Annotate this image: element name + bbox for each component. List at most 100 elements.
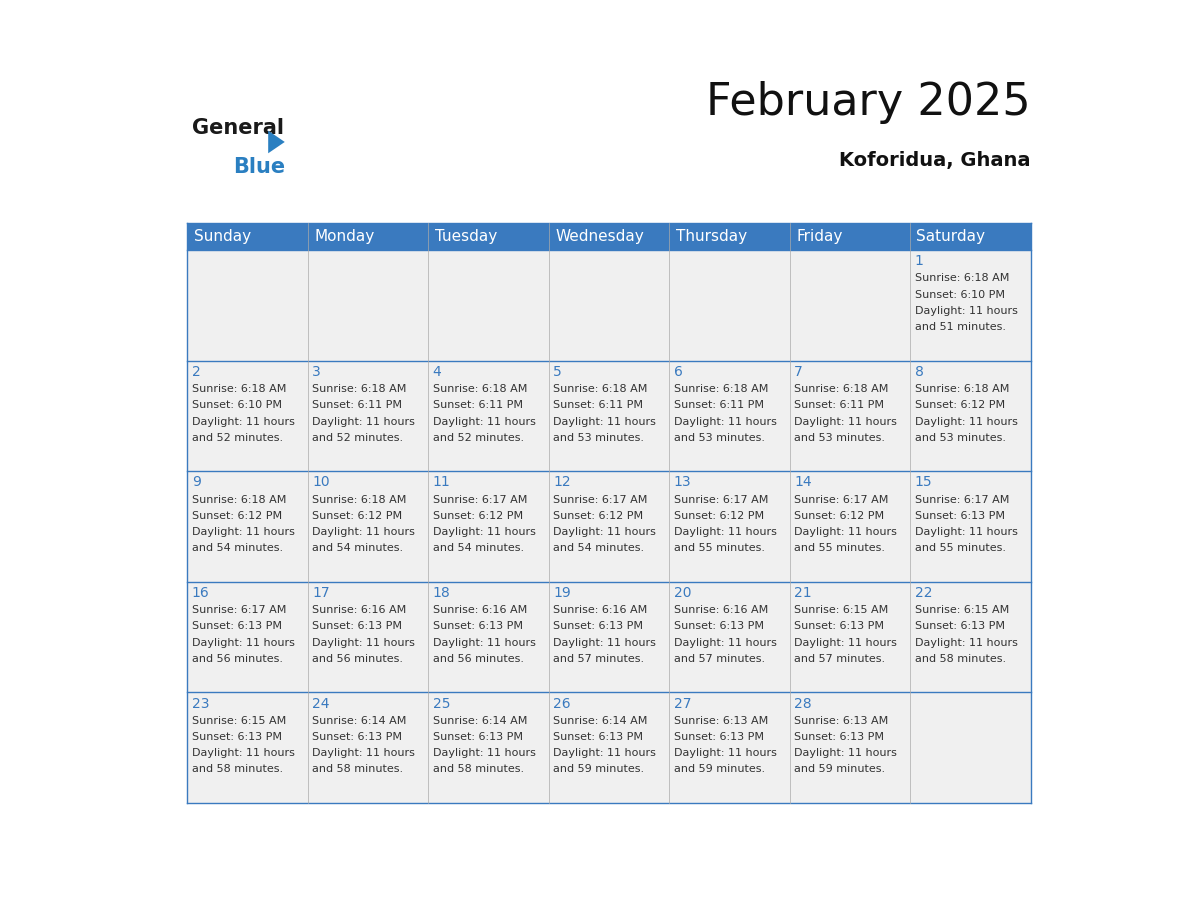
Text: Sunrise: 6:16 AM: Sunrise: 6:16 AM bbox=[554, 605, 647, 615]
Text: 16: 16 bbox=[191, 586, 209, 600]
Text: Sunrise: 6:14 AM: Sunrise: 6:14 AM bbox=[312, 716, 406, 725]
Text: Sunrise: 6:18 AM: Sunrise: 6:18 AM bbox=[674, 384, 769, 394]
Text: 17: 17 bbox=[312, 586, 330, 600]
Bar bbox=[910, 692, 1030, 803]
Bar bbox=[910, 223, 1030, 250]
Bar bbox=[188, 582, 308, 692]
Text: Monday: Monday bbox=[314, 230, 374, 244]
Text: 12: 12 bbox=[554, 476, 571, 489]
Text: Sunrise: 6:17 AM: Sunrise: 6:17 AM bbox=[794, 495, 889, 505]
Bar bbox=[549, 471, 669, 582]
Text: Sunrise: 6:13 AM: Sunrise: 6:13 AM bbox=[794, 716, 889, 725]
Text: and 53 minutes.: and 53 minutes. bbox=[554, 432, 644, 442]
Text: 14: 14 bbox=[794, 476, 811, 489]
Text: and 57 minutes.: and 57 minutes. bbox=[794, 654, 885, 664]
Text: Sunrise: 6:17 AM: Sunrise: 6:17 AM bbox=[674, 495, 769, 505]
Text: Daylight: 11 hours: Daylight: 11 hours bbox=[674, 638, 777, 647]
Text: and 56 minutes.: and 56 minutes. bbox=[191, 654, 283, 664]
Text: Sunrise: 6:17 AM: Sunrise: 6:17 AM bbox=[915, 495, 1009, 505]
Text: Sunrise: 6:14 AM: Sunrise: 6:14 AM bbox=[554, 716, 647, 725]
Text: and 54 minutes.: and 54 minutes. bbox=[432, 543, 524, 554]
Text: Sunrise: 6:14 AM: Sunrise: 6:14 AM bbox=[432, 716, 527, 725]
Bar bbox=[910, 361, 1030, 471]
Text: 25: 25 bbox=[432, 697, 450, 711]
Text: Thursday: Thursday bbox=[676, 230, 747, 244]
Text: 8: 8 bbox=[915, 365, 923, 379]
Text: and 53 minutes.: and 53 minutes. bbox=[794, 432, 885, 442]
Bar bbox=[790, 223, 910, 250]
Text: Sunrise: 6:17 AM: Sunrise: 6:17 AM bbox=[191, 605, 286, 615]
Text: Daylight: 11 hours: Daylight: 11 hours bbox=[794, 527, 897, 537]
Text: Sunset: 6:12 PM: Sunset: 6:12 PM bbox=[554, 510, 644, 521]
Bar bbox=[790, 692, 910, 803]
Text: Sunrise: 6:17 AM: Sunrise: 6:17 AM bbox=[432, 495, 527, 505]
Text: and 59 minutes.: and 59 minutes. bbox=[554, 765, 644, 775]
Text: Daylight: 11 hours: Daylight: 11 hours bbox=[915, 527, 1018, 537]
Text: and 55 minutes.: and 55 minutes. bbox=[674, 543, 765, 554]
Bar bbox=[549, 582, 669, 692]
Text: Daylight: 11 hours: Daylight: 11 hours bbox=[312, 417, 415, 427]
Text: and 59 minutes.: and 59 minutes. bbox=[674, 765, 765, 775]
Text: Sunrise: 6:16 AM: Sunrise: 6:16 AM bbox=[312, 605, 406, 615]
Text: Sunrise: 6:18 AM: Sunrise: 6:18 AM bbox=[915, 274, 1009, 284]
Text: Sunset: 6:12 PM: Sunset: 6:12 PM bbox=[432, 510, 523, 521]
Text: Daylight: 11 hours: Daylight: 11 hours bbox=[432, 638, 536, 647]
Bar bbox=[910, 250, 1030, 361]
Text: 11: 11 bbox=[432, 476, 450, 489]
Text: Tuesday: Tuesday bbox=[435, 230, 497, 244]
Text: Sunrise: 6:18 AM: Sunrise: 6:18 AM bbox=[432, 384, 527, 394]
Text: and 57 minutes.: and 57 minutes. bbox=[674, 654, 765, 664]
Text: Sunrise: 6:18 AM: Sunrise: 6:18 AM bbox=[191, 495, 286, 505]
Text: Daylight: 11 hours: Daylight: 11 hours bbox=[674, 748, 777, 758]
Text: Sunrise: 6:13 AM: Sunrise: 6:13 AM bbox=[674, 716, 767, 725]
Bar bbox=[188, 250, 308, 361]
Text: Daylight: 11 hours: Daylight: 11 hours bbox=[794, 638, 897, 647]
Bar bbox=[308, 250, 428, 361]
Text: Sunset: 6:11 PM: Sunset: 6:11 PM bbox=[312, 400, 403, 410]
Text: Sunset: 6:13 PM: Sunset: 6:13 PM bbox=[312, 621, 403, 632]
Bar bbox=[428, 223, 549, 250]
Text: 9: 9 bbox=[191, 476, 201, 489]
Text: Daylight: 11 hours: Daylight: 11 hours bbox=[312, 527, 415, 537]
Text: 6: 6 bbox=[674, 365, 683, 379]
Text: Daylight: 11 hours: Daylight: 11 hours bbox=[191, 527, 295, 537]
Text: 23: 23 bbox=[191, 697, 209, 711]
Text: and 52 minutes.: and 52 minutes. bbox=[312, 432, 404, 442]
Bar bbox=[549, 223, 669, 250]
Text: 5: 5 bbox=[554, 365, 562, 379]
Text: and 57 minutes.: and 57 minutes. bbox=[554, 654, 644, 664]
Bar bbox=[910, 471, 1030, 582]
Text: Saturday: Saturday bbox=[916, 230, 986, 244]
Text: Daylight: 11 hours: Daylight: 11 hours bbox=[915, 306, 1018, 316]
Text: and 58 minutes.: and 58 minutes. bbox=[312, 765, 404, 775]
Text: Sunset: 6:11 PM: Sunset: 6:11 PM bbox=[674, 400, 764, 410]
Text: Daylight: 11 hours: Daylight: 11 hours bbox=[794, 748, 897, 758]
Text: February 2025: February 2025 bbox=[706, 82, 1030, 124]
Bar bbox=[549, 692, 669, 803]
Text: 18: 18 bbox=[432, 586, 450, 600]
Bar bbox=[790, 582, 910, 692]
Bar bbox=[549, 250, 669, 361]
Text: Sunset: 6:13 PM: Sunset: 6:13 PM bbox=[191, 621, 282, 632]
Text: 27: 27 bbox=[674, 697, 691, 711]
Text: Sunset: 6:13 PM: Sunset: 6:13 PM bbox=[554, 732, 643, 742]
Text: 13: 13 bbox=[674, 476, 691, 489]
Text: Sunset: 6:12 PM: Sunset: 6:12 PM bbox=[794, 510, 884, 521]
Bar bbox=[188, 361, 308, 471]
Text: Daylight: 11 hours: Daylight: 11 hours bbox=[554, 417, 656, 427]
Text: Daylight: 11 hours: Daylight: 11 hours bbox=[191, 748, 295, 758]
Bar bbox=[188, 223, 308, 250]
Text: and 55 minutes.: and 55 minutes. bbox=[915, 543, 1006, 554]
Text: Sunset: 6:12 PM: Sunset: 6:12 PM bbox=[191, 510, 282, 521]
Text: and 59 minutes.: and 59 minutes. bbox=[794, 765, 885, 775]
Text: and 58 minutes.: and 58 minutes. bbox=[915, 654, 1006, 664]
Text: 19: 19 bbox=[554, 586, 571, 600]
Text: Sunset: 6:10 PM: Sunset: 6:10 PM bbox=[915, 290, 1005, 299]
Text: 10: 10 bbox=[312, 476, 330, 489]
Text: Sunrise: 6:16 AM: Sunrise: 6:16 AM bbox=[432, 605, 527, 615]
Text: Sunset: 6:11 PM: Sunset: 6:11 PM bbox=[794, 400, 884, 410]
Text: Sunset: 6:13 PM: Sunset: 6:13 PM bbox=[191, 732, 282, 742]
Text: and 54 minutes.: and 54 minutes. bbox=[312, 543, 404, 554]
Text: 3: 3 bbox=[312, 365, 321, 379]
Text: Daylight: 11 hours: Daylight: 11 hours bbox=[915, 638, 1018, 647]
